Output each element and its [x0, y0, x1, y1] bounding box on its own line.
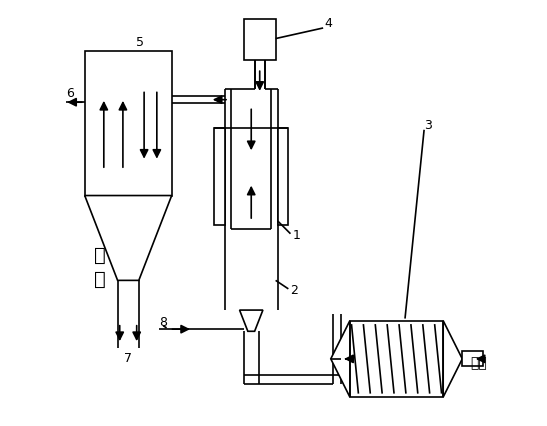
Text: 1: 1	[293, 228, 300, 242]
Polygon shape	[85, 196, 172, 281]
Text: 6: 6	[67, 86, 74, 100]
Text: 乙: 乙	[94, 246, 106, 265]
Text: 3: 3	[424, 118, 432, 131]
Bar	[462, 351, 484, 367]
Text: 5: 5	[136, 36, 144, 49]
Bar	[350, 321, 443, 397]
Polygon shape	[331, 321, 350, 397]
Bar	[85, 52, 172, 196]
Text: 4: 4	[324, 17, 332, 30]
Polygon shape	[443, 321, 462, 397]
Text: 氮气: 氮气	[471, 355, 487, 369]
Text: 炔: 炔	[94, 269, 106, 288]
Polygon shape	[240, 311, 263, 331]
Text: 7: 7	[124, 351, 132, 364]
Bar	[278, 128, 288, 226]
Bar	[244, 20, 276, 60]
Text: 8: 8	[159, 315, 167, 328]
Bar	[214, 128, 225, 226]
Text: 2: 2	[290, 283, 298, 296]
